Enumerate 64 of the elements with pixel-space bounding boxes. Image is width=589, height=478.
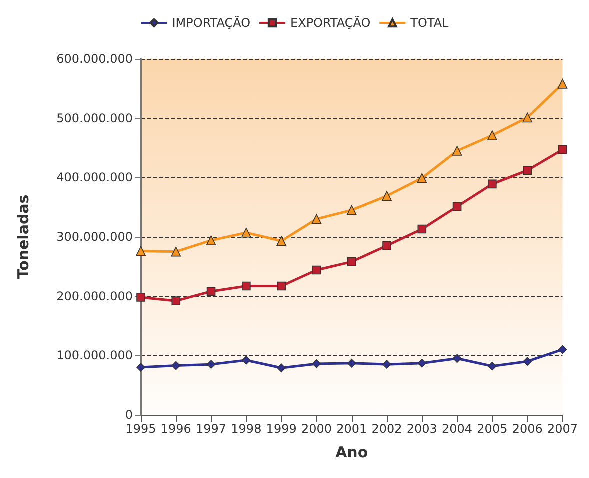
point [136,363,146,372]
point [172,361,181,370]
point [452,354,462,364]
legend-label: IMPORTAÇÃO [172,15,251,30]
point [558,145,568,154]
x-tick-label: 2001 [336,422,368,436]
x-tick-label: 2002 [372,422,402,436]
point [346,205,357,216]
point [488,362,497,371]
point [136,293,146,302]
x-tick-label: 2007 [547,422,578,436]
y-tick-label: 600.000.000 [56,52,133,66]
point [382,242,392,250]
point [171,246,182,257]
point [312,214,322,224]
point [136,246,146,256]
y-tick-label: 300.000.000 [56,230,133,244]
point [242,228,252,238]
point [452,146,462,156]
point [277,282,286,291]
point [523,166,532,175]
point [276,236,286,246]
x-tick-label: 1998 [231,422,262,436]
point [418,224,427,234]
y-tick-label: 100.000.000 [56,348,133,363]
point [347,258,356,266]
point [418,358,427,368]
point [206,236,216,246]
x-tick-label: 2000 [301,422,332,436]
point [523,357,532,366]
y-axis-title: Toneladas [14,194,32,280]
y-tick-label: 500.000.000 [56,111,133,126]
x-tick-label: 1996 [160,422,192,436]
point [558,345,568,354]
x-tick-label: 2006 [512,422,543,436]
x-tick-label: 2003 [406,422,438,436]
point [242,282,251,291]
x-axis-title: Ano [336,444,368,462]
x-tick-label: 2004 [442,422,473,436]
point [382,360,392,369]
x-tick-label: 1997 [196,422,227,436]
y-tick-label: 200.000.000 [56,289,133,304]
y-tick-label: 0 [125,408,133,422]
y-tick-label: 400.000.000 [56,170,133,185]
point [172,296,181,306]
point [488,130,498,140]
point [242,356,251,365]
point [417,173,428,184]
x-tick-label: 2005 [477,422,508,436]
point [452,202,462,212]
point [277,364,286,373]
point [312,266,322,275]
legend-label: TOTAL [410,16,450,30]
point [382,191,392,201]
point [558,79,568,89]
point [488,180,497,189]
x-tick-label: 1995 [126,422,156,436]
point [347,358,356,368]
point [206,360,216,369]
point [206,287,216,296]
x-tick-label: 1999 [266,422,297,436]
point [522,112,532,123]
legend-label: EXPORTAÇÃO [290,15,371,30]
point [312,360,322,368]
